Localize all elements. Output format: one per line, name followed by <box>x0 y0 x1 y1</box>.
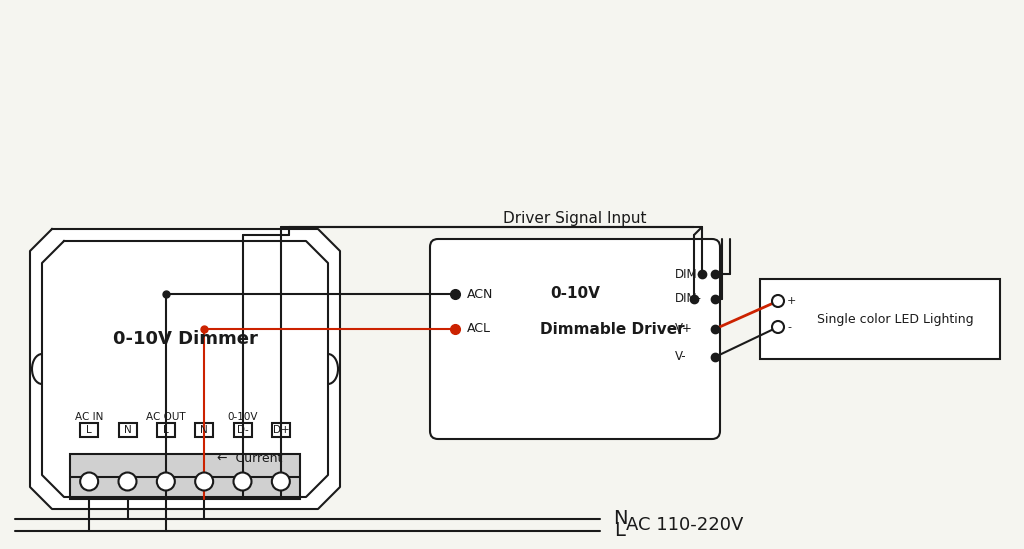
Bar <box>119 423 136 437</box>
Circle shape <box>233 473 252 490</box>
Text: N: N <box>201 425 208 435</box>
Bar <box>157 423 175 437</box>
Text: V+: V+ <box>675 322 693 335</box>
Bar <box>70 454 300 499</box>
Text: ←  Current: ← Current <box>217 452 283 466</box>
Text: V-: V- <box>675 350 687 363</box>
Text: ACN: ACN <box>467 288 494 300</box>
Text: L: L <box>86 425 92 435</box>
Circle shape <box>772 295 784 307</box>
Circle shape <box>119 473 136 490</box>
Text: Single color LED Lighting: Single color LED Lighting <box>817 312 974 326</box>
Bar <box>760 279 1000 359</box>
Text: N: N <box>124 425 131 435</box>
Polygon shape <box>30 229 340 509</box>
Circle shape <box>80 473 98 490</box>
Bar <box>233 423 252 437</box>
Text: AC IN: AC IN <box>75 412 103 422</box>
Text: DIM+: DIM+ <box>675 267 708 281</box>
Text: 0-10V Dimmer: 0-10V Dimmer <box>113 330 257 348</box>
Circle shape <box>157 473 175 490</box>
Circle shape <box>772 321 784 333</box>
Text: +: + <box>787 296 797 306</box>
FancyBboxPatch shape <box>430 239 720 439</box>
Circle shape <box>271 473 290 490</box>
Text: -: - <box>787 322 791 332</box>
Text: 0-10V: 0-10V <box>550 287 600 301</box>
Circle shape <box>196 473 213 490</box>
Bar <box>271 423 290 437</box>
Text: AC OUT: AC OUT <box>146 412 185 422</box>
Text: DIM-: DIM- <box>675 293 702 305</box>
Text: AC 110-220V: AC 110-220V <box>627 516 743 534</box>
Text: ACL: ACL <box>467 322 490 335</box>
Bar <box>196 423 213 437</box>
Text: Driver Signal Input: Driver Signal Input <box>503 211 647 227</box>
Text: 0-10V: 0-10V <box>227 412 258 422</box>
Text: L: L <box>614 522 626 541</box>
Text: L: L <box>163 425 169 435</box>
Bar <box>80 423 98 437</box>
Text: Dimmable Driver: Dimmable Driver <box>540 322 685 337</box>
Text: N: N <box>612 509 628 529</box>
Text: D+: D+ <box>272 425 289 435</box>
Text: D-: D- <box>237 425 249 435</box>
